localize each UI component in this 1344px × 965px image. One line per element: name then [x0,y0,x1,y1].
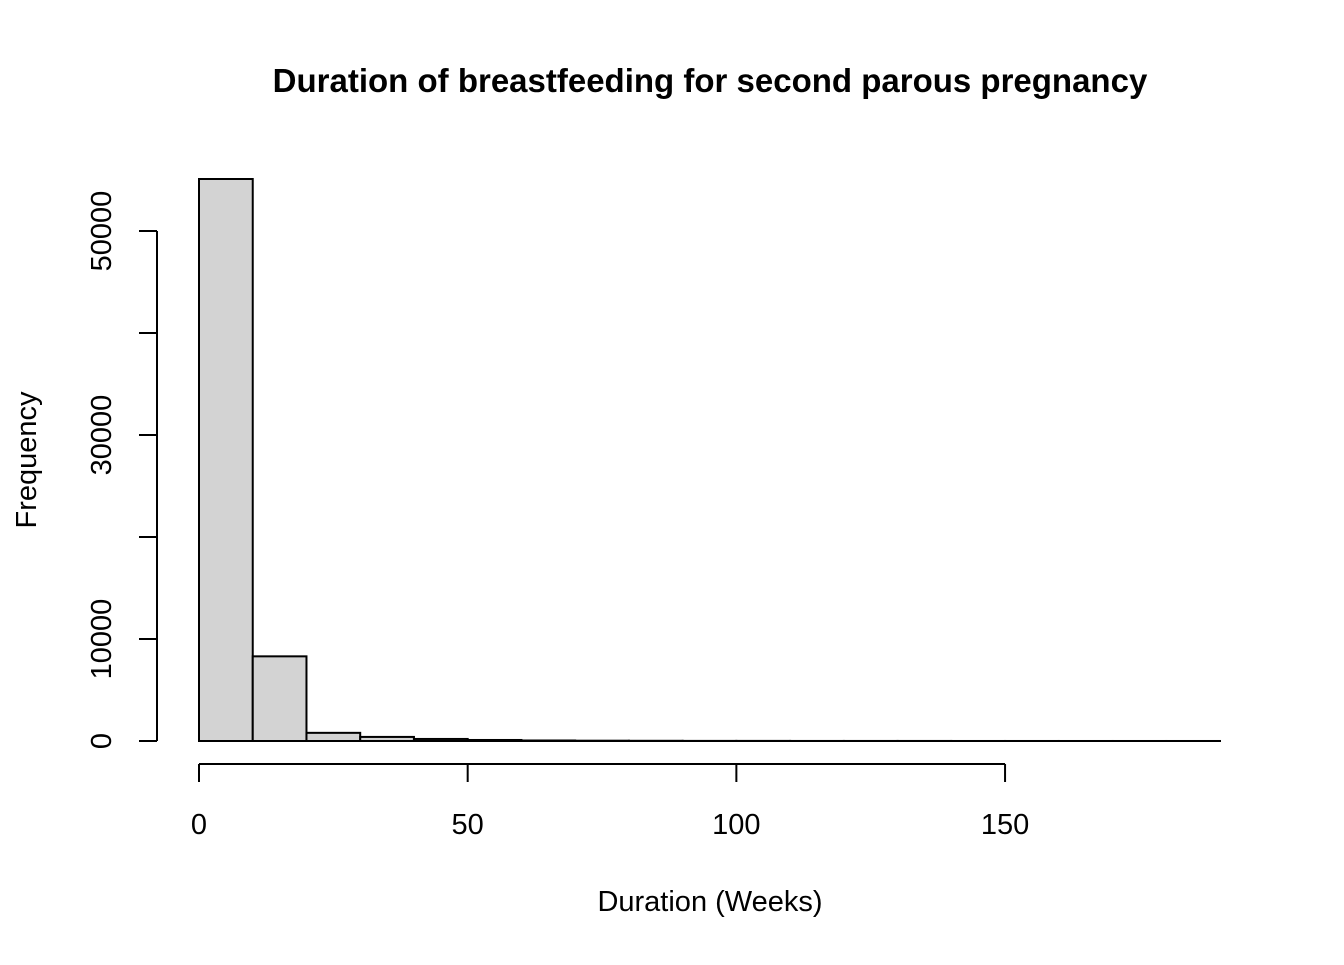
bar [521,740,575,741]
bar [199,179,253,741]
y-tick-label: 50000 [86,191,118,272]
bar [360,737,414,741]
bar [306,733,360,741]
bar [468,740,522,741]
y-tick-label: 0 [86,733,118,749]
y-axis-label: Frequency [11,391,43,529]
y-tick-label: 30000 [86,395,118,476]
y-tick-label: 10000 [86,599,118,680]
x-axis-label: Duration (Weeks) [597,886,822,918]
bar [253,656,307,741]
x-tick-label: 150 [981,809,1029,841]
x-tick-label: 0 [191,809,207,841]
x-tick-label: 100 [712,809,760,841]
chart-title: Duration of breastfeeding for second par… [273,62,1148,99]
x-tick-label: 50 [452,809,484,841]
bar [414,739,468,741]
